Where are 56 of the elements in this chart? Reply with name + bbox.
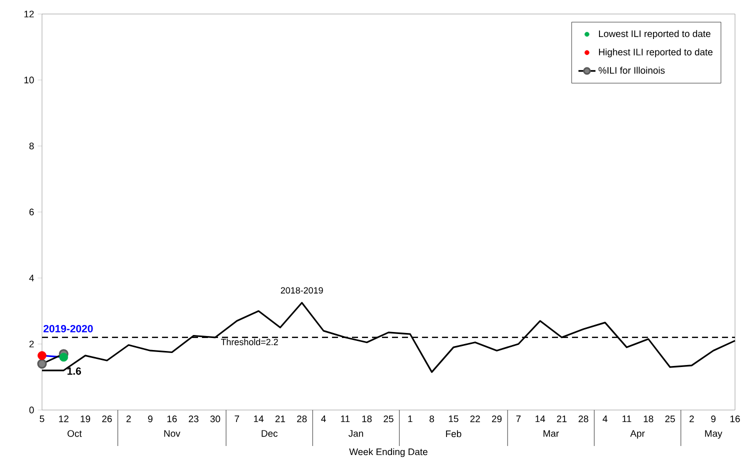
text: Dec — [262, 430, 278, 437]
y-tick-label: 4 — [29, 274, 34, 282]
text: May — [705, 430, 722, 439]
text: Jan — [348, 430, 364, 437]
legend-label: Highest ILI reported to date — [599, 48, 713, 58]
x-axis-title: Week Ending Date — [349, 448, 428, 458]
x-tick-label: 14 — [536, 416, 546, 422]
x-tick-label: 30 — [210, 416, 220, 422]
y-tick-label: 12 — [24, 10, 34, 18]
x-tick-label: 16 — [730, 416, 740, 422]
y-tick-label: 2 — [29, 340, 34, 348]
x-tick-label: 11 — [340, 416, 350, 422]
x-tick-label: 1 — [408, 416, 412, 422]
x-tick-label: 28 — [578, 416, 588, 422]
legend-label: Lowest ILI reported to date — [599, 30, 710, 39]
x-tick-label: 18 — [362, 416, 372, 422]
x-tick-label: 25 — [384, 416, 394, 422]
x-tick-label: 28 — [297, 416, 307, 422]
x-tick-label: 8 — [430, 416, 434, 422]
text: Feb — [446, 430, 462, 438]
x-tick-label: 29 — [492, 416, 502, 422]
x-tick-label: 9 — [711, 416, 716, 422]
x-tick-label: 18 — [644, 416, 654, 422]
y-tick-label: 8 — [29, 142, 34, 150]
x-tick-label: 2 — [126, 416, 131, 422]
legend-label: %ILI for Illoinois — [598, 66, 665, 74]
x-tick-label: 7 — [234, 416, 240, 422]
x-tick-label: 4 — [321, 416, 326, 422]
x-tick-label: 11 — [622, 416, 632, 422]
x-tick-label: 9 — [148, 416, 152, 422]
data-label: 1.6 — [68, 367, 82, 375]
x-tick-label: 21 — [275, 416, 286, 422]
series-label: 2018-2019 — [280, 287, 323, 294]
x-tick-label: 12 — [59, 416, 68, 422]
x-tick-label: 22 — [470, 416, 480, 422]
x-tick-label: 23 — [188, 416, 198, 422]
x-tick-label: 5 — [40, 416, 44, 422]
x-tick-label: 16 — [167, 416, 177, 422]
text: Oct — [68, 430, 82, 437]
ref-line-label: Threshold=2.2 — [220, 338, 278, 346]
x-tick-label: 4 — [602, 416, 608, 422]
x-tick-label: 15 — [448, 416, 458, 422]
y-tick-label: 0 — [29, 406, 34, 414]
x-tick-label: 14 — [254, 416, 264, 422]
x-tick-label: 19 — [80, 416, 90, 422]
text: Nov — [164, 430, 180, 437]
x-tick-label: 26 — [102, 416, 112, 422]
text: Apr — [630, 430, 645, 439]
y-tick-label: 10 — [24, 76, 34, 84]
x-tick-label: 7 — [516, 416, 521, 422]
text: 2019-2020 — [44, 324, 93, 332]
text: Mar — [544, 430, 559, 437]
x-tick-label: 25 — [665, 416, 675, 422]
y-tick-label: 6 — [29, 208, 34, 216]
x-tick-label: 21 — [556, 416, 567, 422]
x-tick-label: 2 — [690, 416, 694, 422]
